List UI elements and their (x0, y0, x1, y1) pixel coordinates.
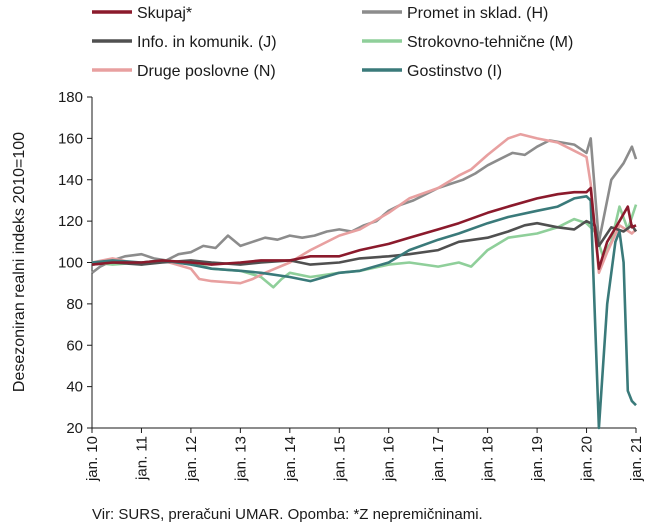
x-tick-label: jan. 17 (430, 436, 447, 482)
legend-item: Skupaj* (92, 5, 192, 22)
x-tick-label: jan. 18 (480, 436, 497, 482)
legend-label: Druge poslovne (N) (137, 63, 276, 80)
y-tick-label: 120 (58, 213, 83, 230)
y-tick-label: 40 (66, 379, 83, 396)
x-tick-label: jan. 14 (282, 436, 299, 482)
series-line-gostinstvo-i (91, 195, 637, 430)
series-layer (91, 132, 638, 430)
x-tick-label: jan. 11 (133, 436, 150, 481)
legend-label: Strokovno-tehnične (M) (407, 34, 573, 51)
x-tick-label: jan. 19 (529, 436, 546, 482)
legend-label: Info. in komunik. (J) (137, 34, 277, 51)
series-line-strokovno-tehni-ne-m (91, 204, 638, 289)
x-tick-label: jan. 16 (381, 436, 398, 482)
y-tick-label: 160 (58, 130, 83, 147)
legend-item: Promet in sklad. (H) (362, 5, 548, 22)
legend-item: Strokovno-tehnične (M) (362, 34, 573, 51)
x-tick-label: jan. 12 (183, 436, 200, 482)
series-line-druge-poslovne-n (91, 132, 637, 285)
y-tick-label: 180 (58, 89, 83, 106)
x-tick-label: jan. 20 (579, 436, 596, 482)
y-tick-label: 140 (58, 172, 83, 189)
x-axis: jan. 10 jan. 11 jan. 12 jan. 13 jan. 14 jan. … (84, 427, 645, 482)
legend-item: Druge poslovne (N) (92, 63, 276, 80)
legend-label: Promet in sklad. (H) (407, 5, 548, 22)
y-tick-label: 20 (66, 420, 83, 437)
source-note: Vir: SURS, preračuni UMAR. Opomba: *Z ne… (92, 506, 483, 523)
legend-item: Info. in komunik. (J) (92, 34, 277, 51)
y-tick-label: 100 (58, 255, 83, 272)
series-line-promet-in-sklad-h (91, 137, 638, 274)
x-tick-label: jan. 13 (232, 436, 249, 482)
series-line-skupaj (91, 186, 637, 270)
legend-item: Gostinstvo (I) (362, 63, 502, 80)
legend-label: Skupaj* (137, 5, 192, 22)
y-tick-label: 80 (66, 296, 83, 313)
x-tick-label: jan. 21 (628, 436, 645, 482)
legend-label: Gostinstvo (I) (407, 63, 502, 80)
y-axis-title: Desezoniran realni indeks 2010=100 (11, 132, 28, 392)
x-tick-label: jan. 15 (331, 436, 348, 482)
legend: Skupaj* Promet in sklad. (H) Info. in komu… (92, 5, 573, 80)
x-tick-label: jan. 10 (84, 436, 101, 482)
y-axis: 20 40 60 80 100 120 140 160 180 (58, 89, 93, 437)
y-tick-label: 60 (66, 337, 83, 354)
